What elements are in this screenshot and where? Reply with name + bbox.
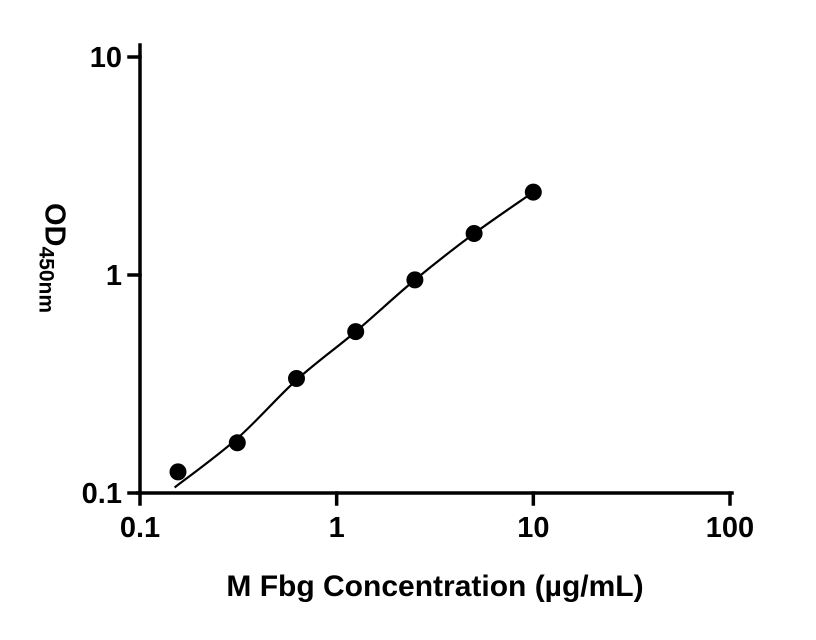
data-point: [465, 225, 483, 242]
x-tick-label: 100: [706, 512, 754, 544]
data-point: [169, 463, 187, 481]
y-axis-title-subscript: 450nm: [34, 246, 58, 314]
y-axis-title: OD450nm: [34, 203, 71, 313]
data-point: [524, 183, 542, 201]
data-point: [406, 271, 424, 289]
x-axis-title: M Fbg Concentration (µg/mL): [226, 570, 644, 603]
y-tick-label: 1: [106, 260, 122, 292]
data-point: [228, 434, 246, 452]
y-axis-title-main: OD: [38, 202, 71, 247]
y-tick-label: 10: [90, 42, 122, 74]
data-point: [288, 370, 305, 387]
x-tick-label: 1: [329, 512, 345, 544]
x-tick-label: 10: [517, 512, 549, 544]
x-tick-label: 0.1: [120, 512, 160, 544]
data-point: [347, 323, 365, 341]
y-tick-label: 0.1: [82, 478, 122, 510]
